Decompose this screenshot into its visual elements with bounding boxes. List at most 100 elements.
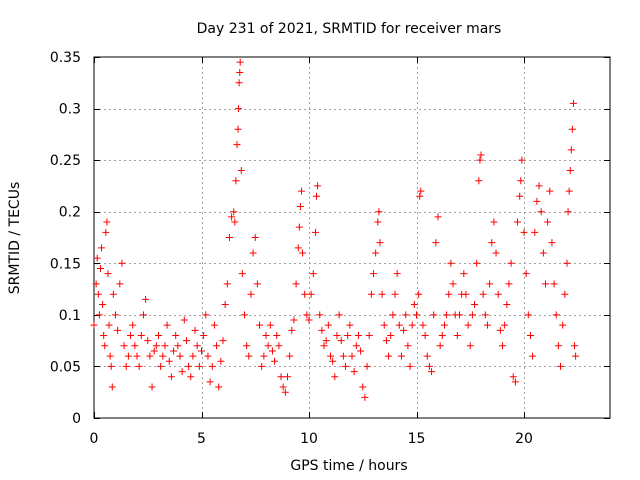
data-point <box>144 337 152 345</box>
y-tick-label: 0.35 <box>50 50 81 66</box>
data-point <box>152 342 160 350</box>
data-point <box>564 208 572 216</box>
data-point <box>550 280 558 288</box>
data-point <box>277 373 285 381</box>
data-point <box>486 280 494 288</box>
data-point <box>301 290 309 298</box>
data-point <box>524 311 532 319</box>
data-point <box>372 249 380 257</box>
data-point <box>219 337 227 345</box>
data-point <box>307 290 315 298</box>
data-point <box>416 192 424 200</box>
data-point <box>335 311 343 319</box>
data-point <box>167 373 175 381</box>
data-point <box>290 316 298 324</box>
data-point <box>316 311 324 319</box>
data-point <box>568 125 576 133</box>
data-point <box>507 259 515 267</box>
x-tick-label: 5 <box>197 431 206 447</box>
data-point <box>415 290 423 298</box>
data-point <box>230 208 238 216</box>
data-point <box>481 311 489 319</box>
data-point <box>477 151 485 159</box>
data-point <box>96 264 104 272</box>
data-point <box>337 337 345 345</box>
data-points <box>90 58 580 401</box>
y-tick-label: 0.15 <box>50 256 81 272</box>
data-point <box>116 280 124 288</box>
data-point <box>172 331 180 339</box>
data-point <box>266 321 274 329</box>
data-point <box>569 99 577 107</box>
data-point <box>324 321 332 329</box>
data-point <box>438 331 446 339</box>
plot-frame <box>93 56 611 419</box>
data-point <box>191 326 199 334</box>
data-point <box>389 311 397 319</box>
data-point <box>288 326 296 334</box>
data-point <box>106 352 114 360</box>
data-point <box>518 156 526 164</box>
data-point <box>516 192 524 200</box>
data-point <box>161 342 169 350</box>
data-point <box>430 311 438 319</box>
data-point <box>202 311 210 319</box>
data-point <box>357 347 365 355</box>
data-point <box>309 270 317 278</box>
data-point <box>402 311 410 319</box>
x-tick-label: 15 <box>408 431 426 447</box>
data-point <box>253 280 261 288</box>
data-point <box>320 342 328 350</box>
data-point <box>483 321 491 329</box>
data-point <box>299 249 307 257</box>
data-point <box>361 393 369 401</box>
x-tick-labels: 0 5 10 15 20 <box>90 431 533 447</box>
x-tick-label: 0 <box>90 431 99 447</box>
data-point <box>522 270 530 278</box>
data-point <box>557 362 565 370</box>
data-point <box>93 254 101 262</box>
data-point <box>182 337 190 345</box>
data-point <box>567 146 575 154</box>
data-point <box>135 362 143 370</box>
data-point <box>436 342 444 350</box>
data-point <box>395 321 403 329</box>
data-point <box>331 373 339 381</box>
data-point <box>406 362 414 370</box>
data-point <box>443 311 451 319</box>
data-point <box>122 362 130 370</box>
data-point <box>114 326 122 334</box>
data-point <box>542 280 549 288</box>
data-point <box>204 352 212 360</box>
data-point <box>350 368 358 376</box>
data-point <box>165 357 173 365</box>
data-point <box>215 383 223 391</box>
data-point <box>101 342 109 350</box>
data-point <box>150 347 158 355</box>
data-point <box>375 208 383 216</box>
data-point <box>509 373 517 381</box>
y-axis-label: SRMTID / TECUs <box>7 182 23 295</box>
data-point <box>295 223 303 231</box>
data-point <box>260 352 268 360</box>
data-point <box>410 301 418 309</box>
data-point <box>118 259 126 267</box>
data-point <box>236 68 244 76</box>
data-point <box>520 228 528 236</box>
data-point <box>237 166 245 174</box>
data-point <box>281 388 289 396</box>
data-point <box>256 321 264 329</box>
data-point <box>322 337 330 345</box>
data-point <box>311 228 319 236</box>
data-point <box>231 218 239 226</box>
data-point <box>176 352 184 360</box>
data-point <box>501 321 509 329</box>
data-point <box>378 290 386 298</box>
y-tick-label: 0.2 <box>59 205 81 221</box>
x-tick-label: 20 <box>515 431 533 447</box>
data-point <box>314 182 322 190</box>
data-point <box>206 378 214 386</box>
data-point <box>499 342 506 350</box>
data-point <box>363 362 371 370</box>
